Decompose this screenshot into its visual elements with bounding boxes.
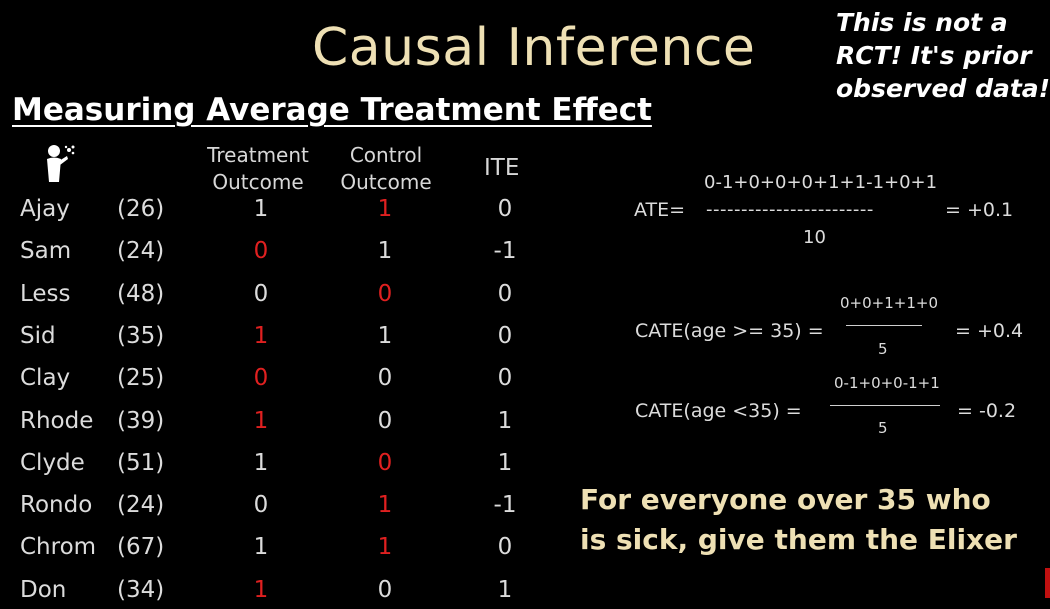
cate-under-fraction-line (830, 405, 940, 406)
note-line: observed data! (836, 74, 1050, 103)
control-outcome-header: Control Outcome (340, 143, 432, 194)
row-ite: 1 (497, 450, 513, 476)
row-control-outcome: 0 (377, 281, 393, 307)
row-age: (26) (117, 196, 165, 222)
row-age: (34) (117, 577, 165, 603)
cate-under-denominator: 5 (878, 419, 888, 437)
row-treatment-outcome: 1 (253, 323, 269, 349)
row-age: (25) (117, 365, 165, 391)
cate-under-numerator: 0-1+0+0-1+1 (834, 374, 940, 392)
row-treatment-outcome: 1 (253, 450, 269, 476)
row-control-outcome: 1 (377, 492, 393, 518)
person-sick-icon (44, 144, 78, 188)
row-treatment-outcome: 0 (253, 238, 269, 264)
row-treatment-outcome: 0 (253, 365, 269, 391)
row-treatment-outcome: 0 (253, 492, 269, 518)
row-age: (24) (117, 238, 165, 264)
cate-over-numerator: 0+0+1+1+0 (840, 294, 938, 312)
section-subtitle: Measuring Average Treatment Effect (12, 92, 652, 128)
note-callout: This is not a RCT! It's prior observed d… (836, 6, 1050, 105)
row-name: Sid (20, 323, 56, 349)
row-name: Rhode (20, 408, 94, 434)
row-treatment-outcome: 1 (253, 408, 269, 434)
ate-numerator: 0-1+0+0+0+1+1-1+0+1 (704, 172, 938, 193)
note-line: This is not a (836, 8, 1008, 37)
row-control-outcome: 1 (377, 323, 393, 349)
row-treatment-outcome: 1 (253, 534, 269, 560)
ate-denominator: 10 (803, 227, 826, 248)
cate-under-result: = -0.2 (957, 400, 1017, 422)
row-ite: -1 (493, 238, 517, 264)
row-age: (24) (117, 492, 165, 518)
treatment-outcome-header: Treatment Outcome (207, 143, 309, 194)
row-age: (67) (117, 534, 165, 560)
note-line: RCT! It's prior (836, 41, 1032, 70)
row-treatment-outcome: 1 (253, 196, 269, 222)
row-ite: -1 (493, 492, 517, 518)
row-control-outcome: 0 (377, 408, 393, 434)
corner-marker (1045, 568, 1050, 598)
row-ite: 1 (497, 577, 513, 603)
cate-over-result: = +0.4 (955, 320, 1024, 342)
row-ite: 0 (497, 534, 513, 560)
row-name: Sam (20, 238, 72, 264)
row-control-outcome: 1 (377, 196, 393, 222)
row-name: Chrom (20, 534, 97, 560)
row-age: (39) (117, 408, 165, 434)
row-ite: 1 (497, 408, 513, 434)
row-control-outcome: 0 (377, 450, 393, 476)
ate-result: = +0.1 (945, 199, 1014, 221)
row-name: Clay (20, 365, 71, 391)
ite-header: ITE (484, 155, 520, 181)
cate-over-label: CATE(age >= 35) = (635, 320, 824, 342)
row-name: Rondo (20, 492, 93, 518)
row-ite: 0 (497, 281, 513, 307)
conclusion-text: For everyone over 35 who is sick, give t… (580, 483, 1017, 556)
row-age: (51) (117, 450, 165, 476)
row-name: Don (20, 577, 67, 603)
row-control-outcome: 0 (377, 365, 393, 391)
cate-under-label: CATE(age <35) = (635, 400, 802, 422)
cate-over-denominator: 5 (878, 340, 888, 358)
row-control-outcome: 1 (377, 238, 393, 264)
row-control-outcome: 0 (377, 577, 393, 603)
row-name: Less (20, 281, 71, 307)
row-ite: 0 (497, 365, 513, 391)
row-ite: 0 (497, 196, 513, 222)
row-name: Clyde (20, 450, 85, 476)
row-treatment-outcome: 0 (253, 281, 269, 307)
cate-over-fraction-line (846, 325, 922, 326)
ate-fraction-dashes: ------------------------ (706, 199, 874, 220)
page-title: Causal Inference (312, 18, 756, 78)
row-ite: 0 (497, 323, 513, 349)
row-age: (35) (117, 323, 165, 349)
row-control-outcome: 1 (377, 534, 393, 560)
row-name: Ajay (20, 196, 70, 222)
row-treatment-outcome: 1 (253, 577, 269, 603)
ate-label: ATE= (634, 199, 686, 221)
row-age: (48) (117, 281, 165, 307)
